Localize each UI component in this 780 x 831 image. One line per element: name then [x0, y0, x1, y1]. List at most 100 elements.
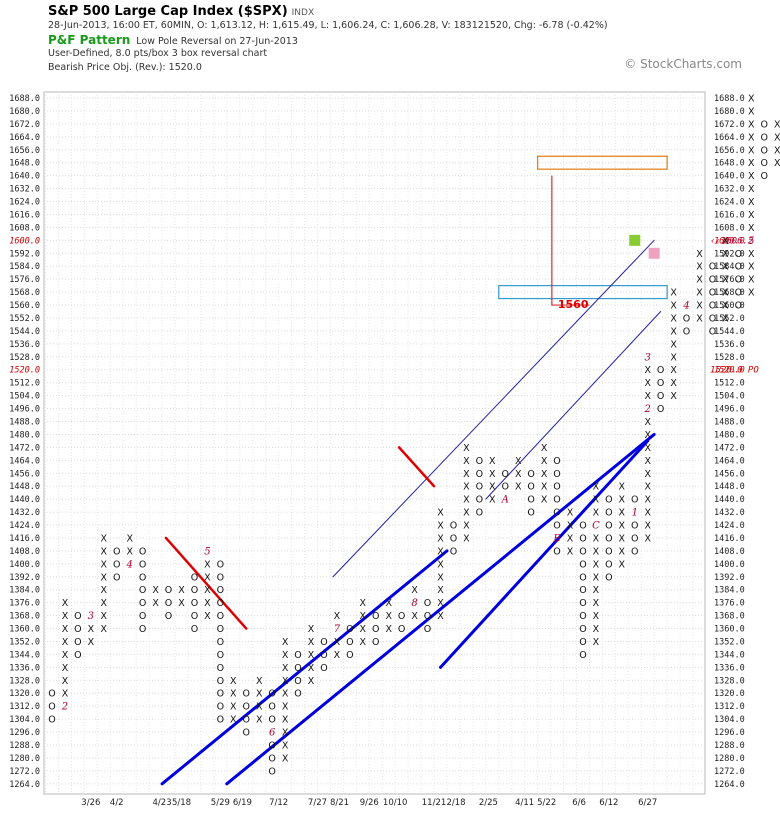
- o-box: O: [683, 326, 690, 337]
- x-box: X: [308, 637, 315, 648]
- x-box: X: [774, 145, 780, 156]
- y-tick-label-left: 1512.0: [9, 379, 40, 389]
- o-box: O: [450, 521, 457, 532]
- o-box: O: [761, 145, 768, 156]
- x-tick-label: 2/18: [446, 798, 465, 808]
- x-box: X: [282, 753, 289, 764]
- x-box: X: [567, 508, 574, 519]
- y-tick-label-left: 1472.0: [9, 443, 40, 453]
- o-box: O: [476, 482, 483, 493]
- o-box: O: [709, 288, 716, 299]
- x-box: X: [256, 676, 263, 687]
- x-box: X: [101, 598, 108, 609]
- y-tick-label-left: 1608.0: [9, 223, 40, 233]
- o-box: O: [165, 598, 172, 609]
- x-box: X: [385, 611, 392, 622]
- x-box: X: [101, 624, 108, 635]
- o-box: O: [527, 469, 534, 480]
- x-box: X: [360, 624, 367, 635]
- y-tick-label-left: 1600.0: [9, 236, 40, 246]
- y-tick-label-right: 1592.0: [714, 249, 745, 259]
- y-tick-label-left: 1656.0: [9, 146, 40, 156]
- x-box: X: [670, 378, 677, 389]
- x-box: X: [619, 546, 626, 557]
- o-box: O: [631, 533, 638, 544]
- y-tick-label-right: 1264.0: [714, 780, 745, 790]
- o-box: O: [243, 702, 250, 713]
- y-tick-label-right: 1368.0: [714, 612, 745, 622]
- month-marker: 1: [632, 508, 638, 519]
- x-box: X: [463, 469, 470, 480]
- o-box: O: [48, 715, 55, 726]
- o-box: O: [579, 572, 586, 583]
- y-tick-label-left: 1376.0: [9, 599, 40, 609]
- x-box: X: [748, 288, 755, 299]
- x-box: X: [204, 559, 211, 570]
- o-box: O: [553, 469, 560, 480]
- x-box: X: [593, 598, 600, 609]
- o-box: O: [553, 521, 560, 532]
- x-box: X: [644, 391, 651, 402]
- y-tick-label-right: 1304.0: [714, 715, 745, 725]
- y-tick-label-left: 1560.0: [9, 301, 40, 311]
- x-box: X: [644, 521, 651, 532]
- o-box: O: [579, 521, 586, 532]
- y-tick-label-right: 1576.0: [714, 275, 745, 285]
- o-box: O: [113, 572, 120, 583]
- o-box: O: [579, 598, 586, 609]
- x-tick-label: 6/6: [572, 798, 586, 808]
- x-box: X: [748, 184, 755, 195]
- x-box: X: [101, 559, 108, 570]
- x-box: X: [619, 559, 626, 570]
- x-box: X: [256, 715, 263, 726]
- x-box: X: [88, 624, 95, 635]
- x-box: X: [644, 495, 651, 506]
- x-box: X: [644, 378, 651, 389]
- o-box: O: [113, 559, 120, 570]
- o-box: O: [502, 469, 509, 480]
- y-tick-label-left: 1576.0: [9, 275, 40, 285]
- x-tick-label: 7/27: [308, 798, 327, 808]
- x-box: X: [541, 456, 548, 467]
- y-tick-label-left: 1568.0: [9, 288, 40, 298]
- o-box: O: [191, 611, 198, 622]
- y-tick-label-right: 1624.0: [714, 198, 745, 208]
- o-box: O: [709, 313, 716, 324]
- x-box: X: [722, 288, 729, 299]
- x-box: X: [489, 495, 496, 506]
- x-box: X: [437, 559, 444, 570]
- y-tick-label-right: 1616.0: [714, 210, 745, 220]
- y-tick-label-right: 1440.0: [714, 495, 745, 505]
- x-box: X: [593, 572, 600, 583]
- x-box: X: [230, 689, 237, 700]
- x-box: X: [463, 533, 470, 544]
- copyright-notice[interactable]: © StockCharts.com: [624, 57, 742, 71]
- y-tick-label-right: 1312.0: [714, 702, 745, 712]
- pnf-pattern-label[interactable]: P&F Pattern: [48, 33, 131, 47]
- y-tick-label-left: 1392.0: [9, 573, 40, 583]
- x-tick-label: 4/23: [153, 798, 172, 808]
- y-tick-label-left: 1536.0: [9, 340, 40, 350]
- x-box: X: [463, 508, 470, 519]
- o-box: O: [424, 598, 431, 609]
- x-box: X: [282, 663, 289, 674]
- o-box: O: [217, 702, 224, 713]
- quote-line: 28-Jun-2013, 16:00 ET, 60MIN, O: 1,613.1…: [48, 20, 608, 31]
- o-box: O: [217, 559, 224, 570]
- x-box: X: [644, 365, 651, 376]
- y-tick-label-right: 1352.0: [714, 637, 745, 647]
- x-box: X: [62, 689, 69, 700]
- x-box: X: [593, 533, 600, 544]
- y-tick-label-left: 1464.0: [9, 456, 40, 466]
- y-tick-label-left: 1360.0: [9, 625, 40, 635]
- x-tick-label: 11/21: [422, 798, 447, 808]
- x-box: X: [282, 676, 289, 687]
- x-box: X: [748, 119, 755, 130]
- month-marker: A: [501, 495, 509, 506]
- y-tick-label-left: 1344.0: [9, 650, 40, 660]
- month-marker: 3: [88, 611, 94, 622]
- chart-settings: User-Defined, 8.0 pts/box 3 box reversal…: [48, 48, 268, 59]
- month-marker: 2: [644, 404, 651, 415]
- y-tick-label-right: 1536.0: [714, 340, 745, 350]
- y-tick-label-right: 1384.0: [714, 586, 745, 596]
